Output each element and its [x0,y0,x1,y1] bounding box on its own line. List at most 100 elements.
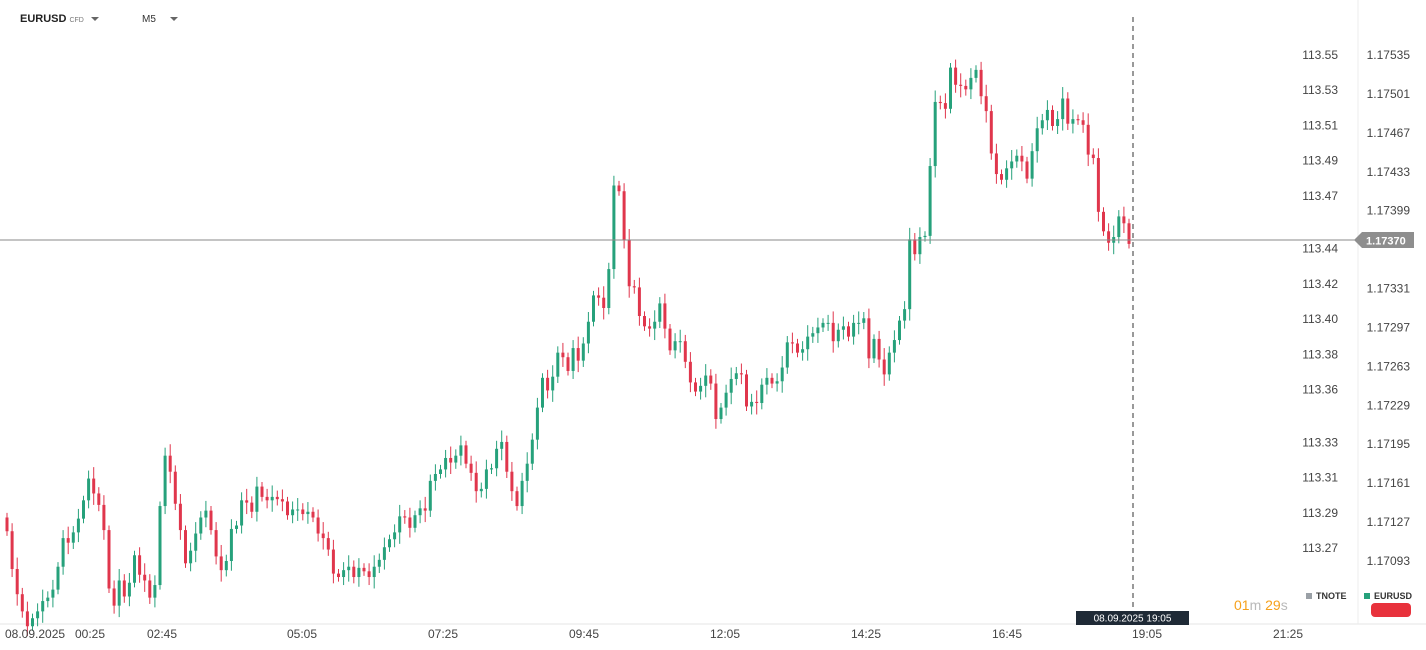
candle [459,435,463,466]
candle-body [428,480,432,511]
candle [413,510,417,533]
candle [311,507,315,523]
candle [82,495,85,524]
candle-body [398,516,402,533]
candle-body [474,472,478,492]
candle-body [709,375,713,384]
timeframe-dropdown-icon[interactable] [169,17,178,21]
timer-minutes-unit: m [1249,597,1262,613]
candle [770,373,774,389]
candle [530,433,534,470]
candle [444,449,448,478]
candle-body [862,318,866,323]
candle-body [724,392,728,408]
candle-body [668,328,672,351]
candle-body [688,361,692,383]
candle-body [530,439,534,464]
candle-body [704,375,708,386]
candle [15,557,19,606]
candle-body [219,556,223,571]
candle-body [1076,119,1080,121]
candle-body [959,84,963,86]
candle-body [367,571,371,578]
candle [403,510,407,524]
candle [510,461,514,501]
candle [245,488,249,515]
candle-body [92,478,96,494]
eurusd-tick-label: 1.17433 [1367,165,1411,179]
candle [260,482,264,502]
candle-body [1117,216,1121,238]
candle [586,312,590,354]
candle-body [250,502,254,512]
candle [959,73,963,98]
candle [933,90,937,178]
candle [352,560,356,584]
candle [974,65,978,83]
candle-body [898,320,901,341]
candle [240,492,244,534]
candle-body [280,499,284,502]
candle [1102,207,1105,236]
candle-body [775,381,779,384]
candle-body [765,377,769,385]
candle-body [1000,174,1003,180]
candle-body [719,407,723,420]
candle-body [1030,151,1034,179]
sell-indicator[interactable] [1371,603,1411,617]
candle [204,500,208,528]
candle [801,341,805,361]
candle [898,316,901,345]
candle [821,318,825,333]
legend-tnote[interactable]: TNOTE [1306,591,1347,601]
candle-body [117,580,121,606]
candle [168,444,172,484]
eurusd-tick-label: 1.17263 [1367,359,1411,373]
candle [892,330,896,363]
candle-body [923,235,927,238]
candle [566,352,570,376]
candle [984,84,988,123]
candle-body [714,383,718,420]
legend-eurusd[interactable]: EURUSD [1364,591,1412,601]
symbol-selector[interactable]: EURUSD CFD [20,10,99,28]
candle-body [393,532,397,540]
candle-body [1015,155,1019,162]
candle-body [189,550,193,564]
candle [831,311,835,353]
candle [362,563,366,576]
candle-body [61,538,65,567]
candle-body [449,457,453,463]
symbol-dropdown-icon[interactable] [90,17,99,21]
candle [1015,149,1019,168]
time-tick-label: 00:25 [75,627,105,641]
candle-body [510,471,514,492]
candle-body [382,547,386,560]
candle [92,467,96,505]
candle [612,175,616,279]
tnote-tick-label: 113.47 [1302,189,1338,203]
tnote-tick-label: 113.27 [1302,541,1338,555]
tnote-tick-label: 113.31 [1302,471,1338,485]
candle-body [20,594,24,612]
candle-body [260,486,264,497]
candle [755,390,759,415]
candle-body [806,336,810,350]
candle [678,329,682,353]
candle-body [964,85,968,90]
candle [342,562,346,586]
eurusd-tick-label: 1.17399 [1367,204,1411,218]
candle [714,373,718,429]
candle-body [581,343,585,361]
candle [709,369,713,390]
candle [1035,116,1039,163]
candle-body [734,373,738,379]
candle-countdown-timer: 01m 29s [1234,597,1288,613]
candle-body [729,378,733,393]
legend-eurusd-label: EURUSD [1374,591,1413,601]
candle [41,589,45,623]
time-tick-label: 05:05 [287,627,317,641]
candle-body [836,329,840,342]
timeframe-selector[interactable]: M5 [142,10,178,28]
